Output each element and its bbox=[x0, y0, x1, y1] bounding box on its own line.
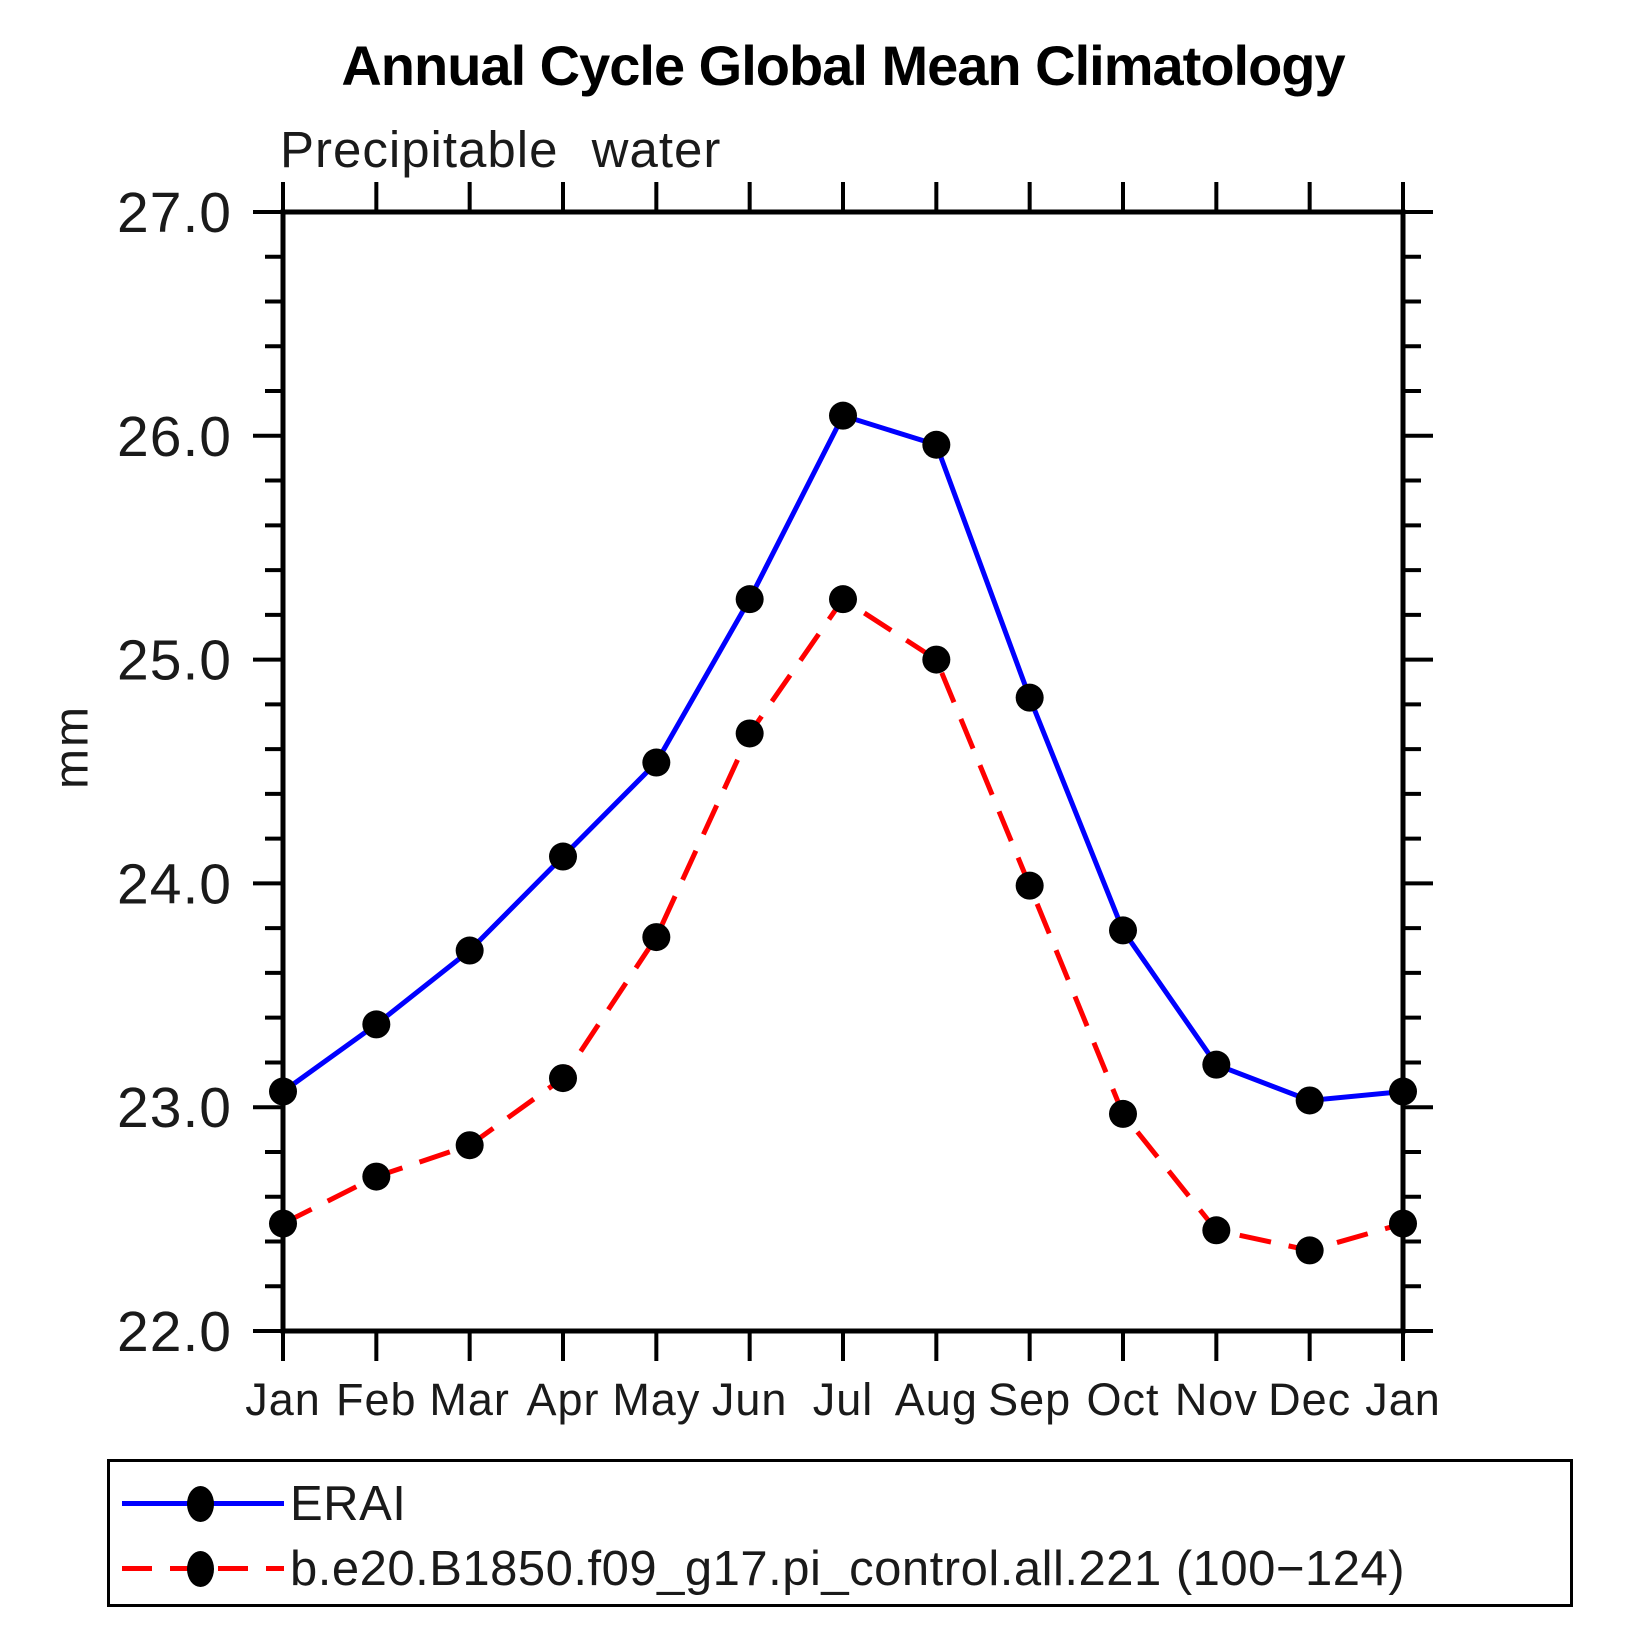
legend-marker-icon bbox=[187, 1551, 214, 1587]
x-tick-label: Aug bbox=[895, 1374, 978, 1425]
x-tick-label: Jan bbox=[1365, 1374, 1441, 1425]
data-point-marker bbox=[1295, 1236, 1324, 1265]
data-point-marker bbox=[922, 430, 951, 459]
data-point-marker bbox=[922, 645, 951, 674]
legend-marker-icon bbox=[187, 1486, 214, 1522]
legend-label-model: b.e20.B1850.f09_g17.pi_control.all.221 (… bbox=[290, 1542, 1406, 1596]
data-point-marker bbox=[1202, 1216, 1231, 1245]
data-point-marker bbox=[735, 719, 764, 748]
data-point-marker bbox=[362, 1162, 391, 1191]
data-point-marker bbox=[549, 1064, 577, 1093]
legend: ERAI b.e20.B1850.f09_g17.pi_control.all.… bbox=[107, 1459, 1573, 1607]
x-tick-label: Jun bbox=[712, 1374, 788, 1425]
data-point-marker bbox=[829, 401, 857, 430]
plot-frame bbox=[280, 209, 1406, 1334]
chart-title: Annual Cycle Global Mean Climatology bbox=[341, 34, 1345, 97]
data-point-marker bbox=[455, 936, 484, 965]
data-point-marker bbox=[642, 748, 671, 777]
y-tick-label: 23.0 bbox=[117, 1076, 232, 1140]
x-tick-label: Nov bbox=[1175, 1374, 1258, 1425]
y-tick-label: 22.0 bbox=[117, 1300, 232, 1364]
data-point-marker bbox=[549, 842, 577, 871]
data-point-marker bbox=[1015, 871, 1044, 900]
x-tick-label: Dec bbox=[1268, 1374, 1351, 1425]
data-point-marker bbox=[1389, 1077, 1417, 1106]
data-point-marker bbox=[1109, 916, 1137, 945]
data-point-marker bbox=[1389, 1209, 1417, 1238]
data-point-marker bbox=[642, 923, 671, 952]
x-tick-label: Feb bbox=[336, 1374, 417, 1425]
data-point-marker bbox=[1109, 1099, 1137, 1128]
data-point-marker bbox=[1015, 683, 1044, 712]
y-tick-label: 26.0 bbox=[117, 405, 232, 469]
legend-label-erai: ERAI bbox=[290, 1477, 407, 1531]
x-tick-label: Oct bbox=[1086, 1374, 1159, 1425]
x-tick-label: Mar bbox=[429, 1374, 510, 1425]
data-point-marker bbox=[269, 1077, 297, 1106]
data-point-marker bbox=[269, 1209, 297, 1238]
chart-subtitle: Precipitable water bbox=[280, 121, 722, 178]
data-point-marker bbox=[455, 1131, 484, 1160]
x-tick-label: Jul bbox=[813, 1374, 874, 1425]
data-point-marker bbox=[735, 585, 764, 614]
x-tick-label: Sep bbox=[988, 1374, 1071, 1425]
y-tick-label: 25.0 bbox=[117, 629, 232, 693]
data-point-marker bbox=[362, 1010, 391, 1039]
series-line-erai bbox=[281, 412, 1404, 1104]
y-tick-label: 27.0 bbox=[117, 181, 232, 245]
x-tick-label: Jan bbox=[245, 1374, 321, 1425]
data-point-marker bbox=[829, 585, 857, 614]
y-tick-label: 24.0 bbox=[117, 852, 232, 916]
series-line-model bbox=[281, 595, 1404, 1254]
x-tick-label: Apr bbox=[526, 1374, 599, 1425]
x-tick-label: May bbox=[612, 1374, 700, 1425]
data-point-marker bbox=[1202, 1050, 1231, 1079]
data-point-marker bbox=[1295, 1086, 1324, 1115]
